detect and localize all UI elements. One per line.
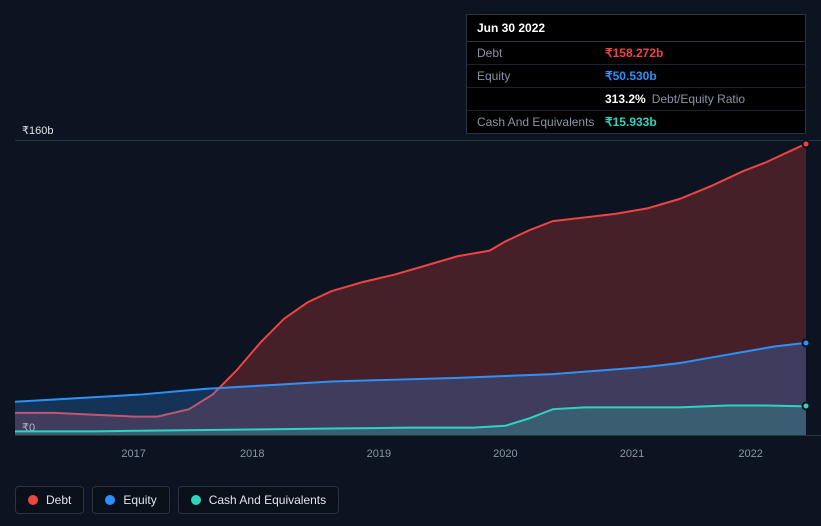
tooltip-date: Jun 30 2022 bbox=[467, 15, 805, 42]
tooltip-row: 313.2%Debt/Equity Ratio bbox=[467, 88, 805, 111]
legend-label: Cash And Equivalents bbox=[209, 493, 326, 507]
series-end-marker bbox=[802, 402, 811, 411]
tooltip-row-value: 313.2%Debt/Equity Ratio bbox=[605, 92, 745, 106]
legend-item[interactable]: Cash And Equivalents bbox=[178, 486, 339, 514]
series-end-marker bbox=[802, 338, 811, 347]
x-tick-label: 2019 bbox=[367, 448, 391, 460]
legend-swatch bbox=[28, 495, 38, 505]
tooltip-row-label: Equity bbox=[477, 69, 605, 83]
x-tick-label: 2017 bbox=[121, 448, 145, 460]
tooltip-row-value: ₹50.530b bbox=[605, 69, 657, 83]
x-tick-label: 2018 bbox=[240, 448, 264, 460]
chart-svg bbox=[15, 140, 806, 435]
tooltip-row-value: ₹15.933b bbox=[605, 115, 657, 129]
x-tick-label: 2020 bbox=[493, 448, 517, 460]
tooltip-row-value: ₹158.272b bbox=[605, 46, 663, 60]
legend-swatch bbox=[105, 495, 115, 505]
legend-item[interactable]: Debt bbox=[15, 486, 84, 514]
chart-legend: Debt Equity Cash And Equivalents bbox=[15, 486, 339, 514]
tooltip-row: Cash And Equivalents₹15.933b bbox=[467, 111, 805, 133]
legend-label: Debt bbox=[46, 493, 71, 507]
series-end-marker bbox=[802, 139, 811, 148]
tooltip-row-label bbox=[477, 92, 605, 106]
tooltip-row-label: Cash And Equivalents bbox=[477, 115, 605, 129]
tooltip-row: Equity₹50.530b bbox=[467, 65, 805, 88]
tooltip-row: Debt₹158.272b bbox=[467, 42, 805, 65]
x-axis-ticks: 2017 2018 2019 2020 2021 2022 bbox=[15, 448, 806, 468]
tooltip-row-label: Debt bbox=[477, 46, 605, 60]
chart-tooltip: Jun 30 2022 Debt₹158.272bEquity₹50.530b3… bbox=[466, 14, 806, 134]
legend-item[interactable]: Equity bbox=[92, 486, 169, 514]
y-axis-top-label: ₹160b bbox=[22, 124, 53, 137]
x-tick-label: 2021 bbox=[620, 448, 644, 460]
x-tick-label: 2022 bbox=[738, 448, 762, 460]
x-axis-line bbox=[15, 435, 821, 436]
legend-swatch bbox=[191, 495, 201, 505]
legend-label: Equity bbox=[123, 493, 156, 507]
tooltip-row-extra: Debt/Equity Ratio bbox=[652, 92, 745, 106]
